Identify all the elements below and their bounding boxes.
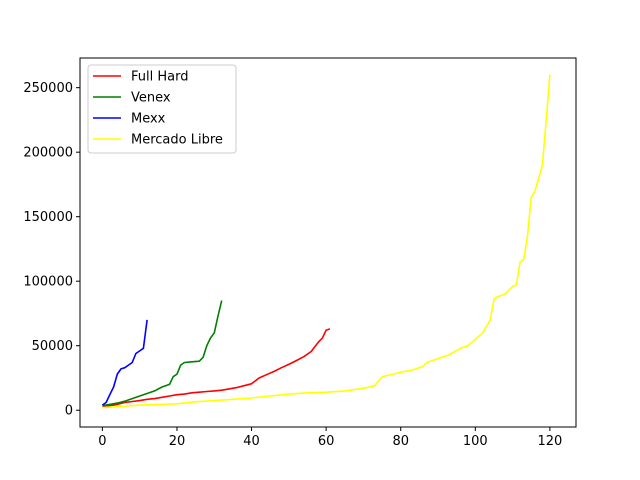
x-tick-label-5: 100 <box>463 434 488 449</box>
legend-label-2: Mexx <box>131 112 166 127</box>
y-tick-label-2: 100000 <box>23 275 73 290</box>
legend-label-1: Venex <box>131 91 171 106</box>
series-line-0 <box>102 328 331 408</box>
x-tick-label-3: 60 <box>318 434 335 449</box>
legend-box <box>87 64 237 154</box>
legend-label-0: Full Hard <box>131 70 188 85</box>
x-tick-label-1: 20 <box>169 434 186 449</box>
x-tick-label-4: 80 <box>392 434 409 449</box>
y-axis: 0 50000 100000 150000 200000 250000 <box>23 81 80 419</box>
series-line-1 <box>102 300 223 407</box>
series-layer <box>101 74 551 409</box>
legend-label-3: Mercado Libre <box>131 133 223 148</box>
y-tick-label-0: 0 <box>65 404 73 419</box>
y-tick-label-3: 150000 <box>23 210 73 225</box>
x-axis: 0 20 40 60 80 100 120 <box>98 427 562 449</box>
x-tick-label-6: 120 <box>537 434 562 449</box>
x-tick-label-0: 0 <box>98 434 106 449</box>
y-tick-label-5: 250000 <box>23 81 73 96</box>
x-tick-label-2: 40 <box>243 434 260 449</box>
y-tick-label-1: 50000 <box>32 339 73 354</box>
series-line-2 <box>101 319 148 406</box>
legend: Full Hard Venex Mexx Mercado Libre <box>87 64 237 154</box>
series-line-3 <box>102 74 551 409</box>
y-tick-label-4: 200000 <box>23 146 73 161</box>
plot-frame <box>79 57 577 428</box>
